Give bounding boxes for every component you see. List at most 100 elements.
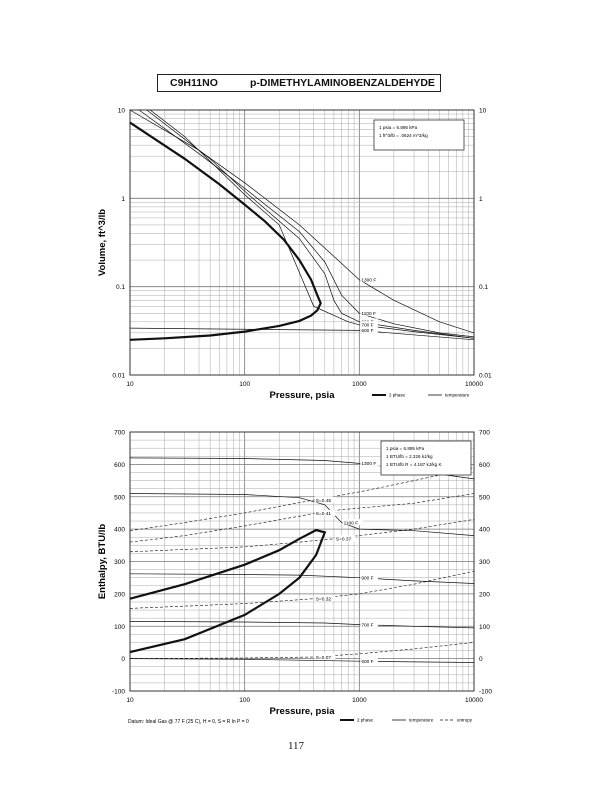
y-tick-label-right: 200 (479, 591, 490, 598)
isotherm-line (129, 573, 475, 584)
curve-label-bg (360, 621, 378, 628)
conversion-box (373, 119, 465, 151)
curve-label: 500 F (361, 659, 373, 665)
y-tick-label-left: 600 (114, 462, 125, 469)
entropy-line (129, 519, 475, 553)
entropy-line (129, 642, 475, 659)
curve-label: 700 F (361, 323, 373, 329)
curve-label: S=0.41 (316, 511, 332, 517)
y-tick-label-left: 400 (114, 527, 125, 534)
y-tick-label-right: 400 (479, 527, 490, 534)
y-tick-label-right: 10 (479, 108, 487, 115)
isotherm-line (138, 109, 475, 338)
curve-label: S=0.32 (316, 597, 332, 603)
y-tick-label-right: 100 (479, 624, 490, 631)
entropy-line (129, 570, 475, 609)
curve-label-bg (360, 657, 378, 664)
isotherm-line (129, 658, 475, 663)
x-axis-label: Pressure, psia (270, 390, 336, 401)
curve-label-bg (314, 595, 336, 602)
x-axis-label: Pressure, psia (270, 706, 336, 717)
saturation-curve (129, 121, 322, 341)
x-tick-label: 100 (239, 381, 250, 388)
curve-label-bg (360, 574, 378, 581)
isotherm-line (129, 109, 475, 334)
curve-label-bg (342, 519, 364, 526)
legend-label: 2 phase (357, 718, 374, 723)
y-tick-label-left: 0.01 (112, 373, 125, 380)
entropy-line (129, 467, 475, 531)
y-tick-label-left: 100 (114, 624, 125, 631)
x-tick-label: 10 (126, 381, 134, 388)
entropy-line (129, 493, 475, 543)
x-tick-label: 1000 (352, 697, 367, 704)
y-tick-label-right: 700 (479, 430, 490, 437)
curve-label: S=0.07 (316, 655, 332, 661)
plot-frame (129, 431, 475, 692)
chemical-formula: C9H11NO (170, 76, 218, 89)
y-tick-label-right: 0.01 (479, 373, 492, 380)
saturation-curve (129, 528, 327, 654)
curve-label: S=0.37 (336, 537, 352, 543)
curve-label: 1300 F (361, 461, 376, 467)
y-tick-label-left: 1 (121, 196, 125, 203)
y-tick-label-right: 0 (479, 656, 483, 663)
y-tick-label-right: 500 (479, 494, 490, 501)
conversion-text: 1 BTU/lb R = 4.187 kJ/kg K (386, 462, 442, 467)
y-tick-label-left: 700 (114, 430, 125, 437)
curve-label-bg (360, 309, 381, 316)
curve-label: 1100 F (344, 520, 359, 526)
isotherm-line (129, 327, 475, 341)
x-tick-label: 10000 (465, 381, 483, 388)
compound-name: p-DIMETHYLAMINOBENZALDEHYDE (250, 76, 435, 89)
y-axis-label: Volume, ft^3/lb (97, 209, 108, 276)
curve-label: 500 F (361, 328, 373, 334)
y-tick-label-right: 600 (479, 462, 490, 469)
page-number: 117 (287, 740, 305, 752)
curve-label-bg (314, 509, 336, 516)
legend-label: 2 phase (389, 393, 406, 398)
datum-note: Datum: Ideal Gas @ 77 F (25 C), H = 0, S… (128, 719, 249, 725)
curve-label-bg (334, 535, 356, 542)
y-tick-label-left: 0.1 (116, 284, 125, 291)
legend-label: entropy (457, 718, 473, 723)
y-tick-label-left: 200 (114, 591, 125, 598)
x-tick-label: 10000 (465, 697, 483, 704)
conversion-text: 1 psia = 6.895 kPa (379, 125, 418, 130)
x-tick-label: 10 (126, 697, 134, 704)
conversion-text: 1 ft^3/lb = .0624 m^3/kg (379, 133, 428, 138)
plot-frame (129, 109, 475, 376)
curve-label: 700 F (361, 622, 373, 628)
curve-label: 900 F (361, 575, 373, 581)
conversion-text: 1 psia = 6.895 kPa (386, 446, 425, 451)
isotherm-line (129, 621, 475, 629)
conversion-box (380, 440, 472, 476)
y-tick-label-left: 10 (118, 108, 126, 115)
legend-label: temperature (409, 718, 434, 723)
y-tick-label-left: -100 (112, 689, 125, 696)
isotherm-line (149, 109, 475, 339)
y-tick-label-right: 300 (479, 559, 490, 566)
curve-label-bg (360, 326, 378, 333)
y-tick-label-right: 1 (479, 196, 483, 203)
curve-label: 1300 F (361, 277, 376, 283)
y-tick-label-right: 0.1 (479, 284, 488, 291)
y-tick-label-left: 300 (114, 559, 125, 566)
compound-title-box: C9H11NO p-DIMETHYLAMINOBENZALDEHYDE (157, 74, 441, 92)
curve-label: S=0.45 (316, 498, 332, 504)
y-axis-label: Enthalpy, BTU/lb (97, 524, 108, 599)
y-tick-label-right: -100 (479, 689, 492, 696)
curve-label-bg (360, 321, 378, 328)
conversion-text: 1 BTU/lb = 2.326 kJ/kg (386, 454, 433, 459)
x-tick-label: 1000 (352, 381, 367, 388)
isotherm-line (146, 109, 475, 339)
curve-label-bg (360, 459, 381, 466)
x-tick-label: 100 (239, 697, 250, 704)
curve-label: 1100 F (361, 311, 376, 317)
curve-label-bg (314, 496, 336, 503)
curve-label-bg (314, 653, 336, 660)
curve-label-bg (360, 276, 381, 283)
legend-label: temperature (445, 393, 470, 398)
